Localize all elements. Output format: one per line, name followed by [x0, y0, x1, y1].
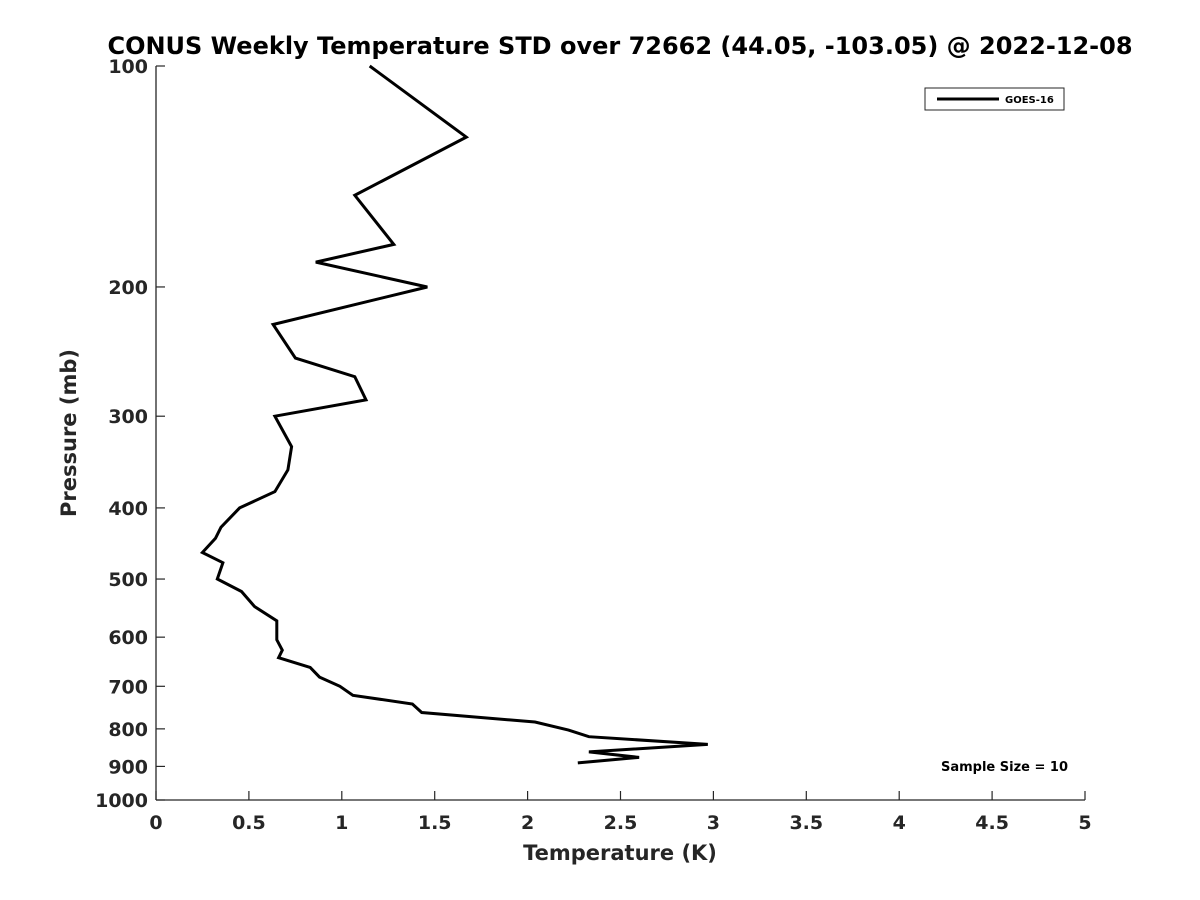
x-tick-label: 2.5	[604, 812, 638, 834]
sample-size-annotation: Sample Size = 10	[941, 760, 1068, 775]
x-tick-label: 5	[1078, 812, 1091, 834]
y-tick-label: 1000	[95, 790, 148, 812]
y-tick-label: 600	[108, 627, 148, 649]
y-ticks: 100 200 300 400 500 600 700 800 900 1000	[95, 56, 165, 812]
x-ticks: 0 0.5 1 1.5 2 2.5 3 3.5 4 4.5 5	[149, 791, 1092, 834]
y-tick-label: 900	[108, 756, 148, 778]
plot-area	[156, 66, 1085, 800]
legend: GOES-16	[924, 87, 1065, 111]
y-tick-label: 100	[108, 56, 148, 78]
x-axis-label: Temperature (K)	[523, 841, 717, 865]
y-tick-label: 400	[108, 498, 148, 520]
y-tick-label: 800	[108, 719, 148, 741]
y-tick-label: 200	[108, 277, 148, 299]
x-tick-label: 0.5	[232, 812, 266, 834]
x-tick-label: 2	[521, 812, 534, 834]
y-tick-label: 700	[108, 676, 148, 698]
y-tick-label: 300	[108, 406, 148, 428]
y-tick-label: 500	[108, 569, 148, 591]
x-tick-label: 4	[893, 812, 906, 834]
x-tick-label: 3	[707, 812, 720, 834]
chart-title: CONUS Weekly Temperature STD over 72662 …	[107, 32, 1132, 60]
x-tick-label: 0	[149, 812, 162, 834]
x-tick-label: 3.5	[789, 812, 823, 834]
y-axis-label: Pressure (mb)	[57, 349, 81, 517]
series-layer	[199, 64, 708, 765]
series-line-goes-16	[199, 64, 708, 765]
x-tick-label: 1.5	[418, 812, 452, 834]
x-tick-label: 4.5	[975, 812, 1009, 834]
x-tick-label: 1	[335, 812, 348, 834]
legend-label-goes-16: GOES-16	[1005, 95, 1054, 106]
